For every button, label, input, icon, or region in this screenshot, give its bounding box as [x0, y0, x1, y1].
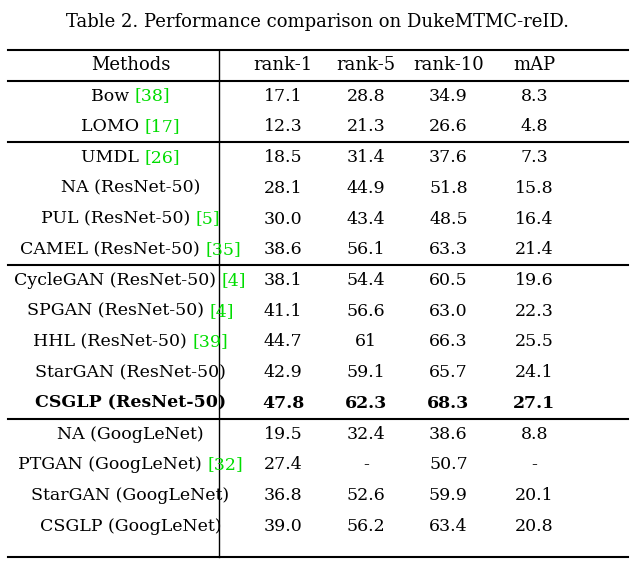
- Text: 63.3: 63.3: [429, 241, 467, 258]
- Text: 54.4: 54.4: [347, 272, 385, 289]
- Text: 62.3: 62.3: [345, 395, 387, 412]
- Text: CAMEL (ResNet-50): CAMEL (ResNet-50): [20, 241, 205, 258]
- Text: 36.8: 36.8: [264, 487, 302, 504]
- Text: 27.1: 27.1: [513, 395, 555, 412]
- Text: -: -: [531, 456, 537, 473]
- Text: 32.4: 32.4: [347, 425, 385, 443]
- Text: 26.6: 26.6: [429, 119, 467, 135]
- Text: [4]: [4]: [222, 272, 246, 289]
- Text: 19.6: 19.6: [515, 272, 553, 289]
- Text: 7.3: 7.3: [520, 149, 548, 166]
- Text: PTGAN (GoogLeNet): PTGAN (GoogLeNet): [18, 456, 207, 473]
- Text: 59.9: 59.9: [429, 487, 468, 504]
- Text: 38.6: 38.6: [264, 241, 302, 258]
- Text: 25.5: 25.5: [515, 333, 554, 351]
- Text: 68.3: 68.3: [427, 395, 469, 412]
- Text: 48.5: 48.5: [429, 211, 467, 228]
- Text: 28.1: 28.1: [264, 180, 302, 197]
- Text: Bow: Bow: [91, 88, 134, 105]
- Text: 31.4: 31.4: [347, 149, 385, 166]
- Text: HHL (ResNet-50): HHL (ResNet-50): [33, 333, 192, 351]
- Text: -: -: [363, 456, 369, 473]
- Text: 56.2: 56.2: [347, 518, 385, 535]
- Text: 47.8: 47.8: [262, 395, 304, 412]
- Text: 22.3: 22.3: [515, 303, 554, 320]
- Text: LOMO: LOMO: [81, 119, 144, 135]
- Text: StarGAN (ResNet-50): StarGAN (ResNet-50): [35, 364, 226, 381]
- Text: 30.0: 30.0: [264, 211, 302, 228]
- Text: 18.5: 18.5: [264, 149, 302, 166]
- Text: 63.4: 63.4: [429, 518, 467, 535]
- Text: 27.4: 27.4: [264, 456, 302, 473]
- Text: NA (ResNet-50): NA (ResNet-50): [60, 180, 200, 197]
- Text: 4.8: 4.8: [520, 119, 548, 135]
- Text: 21.3: 21.3: [347, 119, 385, 135]
- Text: 17.1: 17.1: [264, 88, 302, 105]
- Text: 61: 61: [355, 333, 377, 351]
- Text: 16.4: 16.4: [515, 211, 553, 228]
- Text: 43.4: 43.4: [347, 211, 385, 228]
- Text: 8.3: 8.3: [520, 88, 548, 105]
- Text: 52.6: 52.6: [347, 487, 385, 504]
- Text: Methods: Methods: [91, 56, 170, 74]
- Text: 63.0: 63.0: [429, 303, 467, 320]
- Text: CSGLP (GoogLeNet): CSGLP (GoogLeNet): [39, 518, 221, 535]
- Text: 15.8: 15.8: [515, 180, 553, 197]
- Text: 44.7: 44.7: [264, 333, 302, 351]
- Text: 44.9: 44.9: [347, 180, 385, 197]
- Text: 34.9: 34.9: [429, 88, 467, 105]
- Text: mAP: mAP: [513, 56, 555, 74]
- Text: 50.7: 50.7: [429, 456, 467, 473]
- Text: rank-1: rank-1: [253, 56, 313, 74]
- Text: StarGAN (GoogLeNet): StarGAN (GoogLeNet): [31, 487, 230, 504]
- Text: [26]: [26]: [144, 149, 180, 166]
- Text: 21.4: 21.4: [515, 241, 553, 258]
- Text: 19.5: 19.5: [264, 425, 302, 443]
- Text: [39]: [39]: [192, 333, 228, 351]
- Text: 8.8: 8.8: [520, 425, 548, 443]
- Text: SPGAN (ResNet-50): SPGAN (ResNet-50): [27, 303, 209, 320]
- Text: CycleGAN (ResNet-50): CycleGAN (ResNet-50): [15, 272, 222, 289]
- Text: [38]: [38]: [134, 88, 170, 105]
- Text: 28.8: 28.8: [347, 88, 385, 105]
- Text: 39.0: 39.0: [264, 518, 302, 535]
- Text: [4]: [4]: [209, 303, 234, 320]
- Text: 59.1: 59.1: [347, 364, 385, 381]
- Text: Table 2. Performance comparison on DukeMTMC-reID.: Table 2. Performance comparison on DukeM…: [67, 13, 569, 31]
- Text: PUL (ResNet-50): PUL (ResNet-50): [41, 211, 195, 228]
- Text: 42.9: 42.9: [264, 364, 302, 381]
- Text: 12.3: 12.3: [264, 119, 302, 135]
- Text: 38.6: 38.6: [429, 425, 467, 443]
- Text: 38.1: 38.1: [264, 272, 302, 289]
- Text: 56.1: 56.1: [347, 241, 385, 258]
- Text: 41.1: 41.1: [264, 303, 302, 320]
- Text: rank-5: rank-5: [336, 56, 395, 74]
- Text: 56.6: 56.6: [347, 303, 385, 320]
- Text: UMDL: UMDL: [81, 149, 144, 166]
- Text: [32]: [32]: [207, 456, 243, 473]
- Text: [17]: [17]: [144, 119, 180, 135]
- Text: [5]: [5]: [195, 211, 220, 228]
- Text: 20.1: 20.1: [515, 487, 553, 504]
- Text: 51.8: 51.8: [429, 180, 467, 197]
- Text: [35]: [35]: [205, 241, 241, 258]
- Text: 37.6: 37.6: [429, 149, 467, 166]
- Text: 66.3: 66.3: [429, 333, 467, 351]
- Text: 24.1: 24.1: [515, 364, 553, 381]
- Text: 60.5: 60.5: [429, 272, 467, 289]
- Text: rank-10: rank-10: [413, 56, 484, 74]
- Text: 20.8: 20.8: [515, 518, 553, 535]
- Text: NA (GoogLeNet): NA (GoogLeNet): [57, 425, 204, 443]
- Text: 65.7: 65.7: [429, 364, 467, 381]
- Text: CSGLP (ResNet-50): CSGLP (ResNet-50): [35, 395, 226, 412]
